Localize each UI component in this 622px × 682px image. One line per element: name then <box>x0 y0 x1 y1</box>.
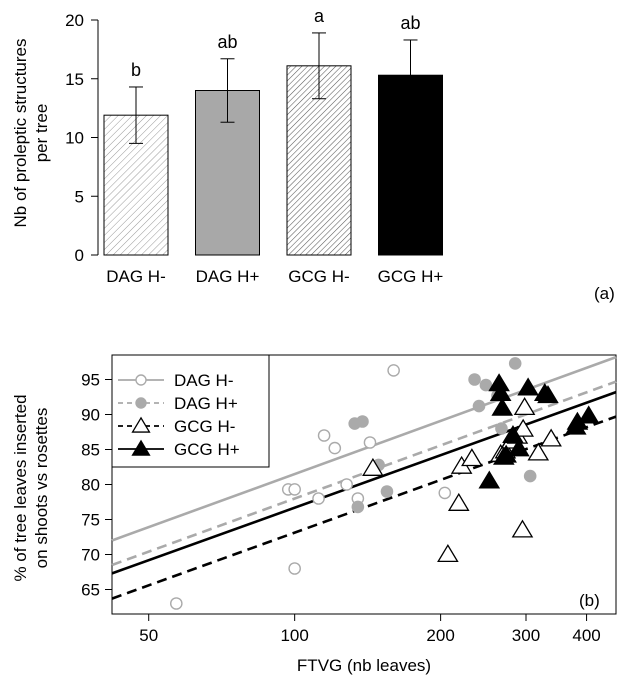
panel-b-point <box>508 357 522 370</box>
panel-b-point <box>537 385 559 404</box>
panel-a-y-tick-label: 5 <box>75 187 84 206</box>
panel-b-point <box>495 422 508 435</box>
panel-a-category-label: GCG H- <box>288 267 349 286</box>
panel-a-category-label: GCG H+ <box>378 267 444 286</box>
panel-b-point <box>447 492 470 511</box>
panel-b-legend-marker <box>135 397 147 409</box>
panel-b-y-tick-label: 75 <box>81 511 100 530</box>
panel-b-x-tick-label: 400 <box>572 626 600 645</box>
panel-a-category-labels: DAG H- DAG H+ GCG H- GCG H+ <box>106 267 443 286</box>
panel-a-significance-letter: b <box>131 60 141 80</box>
panel-b-xlabel: FTVG (nb leaves) <box>297 656 431 675</box>
panel-b-label: (b) <box>579 591 600 610</box>
panel-b-point <box>478 470 501 489</box>
panel-b-ylabel-line2: on shoots vs rosettes <box>32 408 51 569</box>
panel-a-label: (a) <box>594 284 615 303</box>
panel-b-point <box>317 429 331 442</box>
panel-a-bars <box>103 65 443 256</box>
panel-b-y-ticks: 65 70 75 80 85 90 95 <box>81 371 112 600</box>
panel-b-point <box>468 373 481 386</box>
panel-a-y-tick-label: 0 <box>75 246 84 265</box>
panel-a-y-tick-label: 20 <box>65 11 84 30</box>
panel-b-y-tick-label: 65 <box>81 581 100 600</box>
panel-b-point <box>170 597 183 610</box>
panel-b-legend-label: GCG H+ <box>174 440 240 459</box>
panel-b-y-tick-label: 90 <box>81 406 100 425</box>
panel-a-error-bars <box>129 32 418 144</box>
panel-b-x-tick-label: 100 <box>280 626 308 645</box>
panel-b-scatter-plot: 65 70 75 80 85 90 95 50 100 200 300 400 % of tree … <box>11 354 617 675</box>
panel-b-point <box>517 377 539 396</box>
panel-b-point <box>461 448 483 467</box>
panel-b-point <box>351 500 365 514</box>
panel-b-point <box>472 399 486 413</box>
panel-b-point <box>502 425 524 444</box>
panel-b-point <box>362 457 384 476</box>
panel-b-legend-marker <box>131 439 151 456</box>
panel-b-legend-label: DAG H+ <box>174 394 238 413</box>
panel-b-point <box>513 397 536 416</box>
panel-b-point <box>438 486 452 500</box>
panel-a-category-label: DAG H+ <box>196 267 260 286</box>
panel-b-point <box>312 492 325 505</box>
panel-a-significance-letter: a <box>314 6 325 26</box>
panel-b-y-tick-label: 70 <box>81 546 100 565</box>
panel-b-legend: DAG H- DAG H+ GCG H- GCG H+ <box>111 354 270 468</box>
panel-b-point <box>508 438 530 457</box>
panel-b-point <box>512 418 534 437</box>
panel-a-significance-letters: b ab a ab <box>131 6 421 80</box>
panel-b-point <box>523 469 537 483</box>
panel-b-point <box>387 364 400 377</box>
panel-a-significance-letter: ab <box>217 32 237 52</box>
panel-a-y-ticks: 0 5 10 15 20 <box>65 11 98 265</box>
panel-a-ylabel-line1: Nb of proleptic structures <box>11 39 30 228</box>
panel-b-x-ticks: 50 100 200 300 400 <box>139 614 601 645</box>
panel-b-point <box>288 562 301 575</box>
panel-b-point <box>340 478 353 491</box>
panel-b-x-tick-label: 300 <box>512 626 540 645</box>
panel-b-point <box>356 415 369 428</box>
panel-a-bar-chart: 0 5 10 15 20 Nb of proleptic structures per … <box>11 6 615 303</box>
panel-b-legend-label: DAG H- <box>174 371 234 390</box>
panel-a-ylabel-line2: per tree <box>32 104 51 163</box>
panel-b-point <box>363 436 377 449</box>
panel-b-y-tick-label: 95 <box>81 371 100 390</box>
panel-b-point <box>511 519 534 538</box>
panel-a-y-tick-label: 10 <box>65 129 84 148</box>
panel-b-point <box>380 485 394 498</box>
panel-b-fit-line <box>111 415 617 600</box>
panel-a-y-axis: 0 5 10 15 20 <box>65 11 99 265</box>
panel-b-points <box>170 357 600 610</box>
panel-b-legend-marker <box>135 374 147 386</box>
panel-b-y-tick-label: 85 <box>81 441 100 460</box>
panel-b-x-tick-label: 50 <box>139 626 158 645</box>
panel-a-category-label: DAG H- <box>106 267 166 286</box>
panel-b-legend-label: GCG H- <box>174 417 235 436</box>
panel-b-point <box>527 442 550 461</box>
panel-b-fit-line <box>111 390 617 575</box>
panel-b-point <box>540 428 562 447</box>
panel-b-point <box>479 378 493 392</box>
panel-b-point <box>577 405 600 424</box>
panel-a-y-tick-label: 15 <box>65 70 84 89</box>
panel-b-ylabel-line1: % of tree leaves inserted <box>11 394 30 581</box>
panel-a-significance-letter: ab <box>400 13 420 33</box>
panel-b-point <box>288 483 301 496</box>
panel-b-legend-marker <box>131 416 151 433</box>
panel-b-point <box>491 397 514 416</box>
panel-b-x-tick-label: 200 <box>426 626 454 645</box>
panel-b-point <box>328 441 342 455</box>
panel-b-fit-line <box>111 380 617 567</box>
panel-b-y-tick-label: 80 <box>81 476 100 495</box>
panel-b-point <box>437 544 459 563</box>
